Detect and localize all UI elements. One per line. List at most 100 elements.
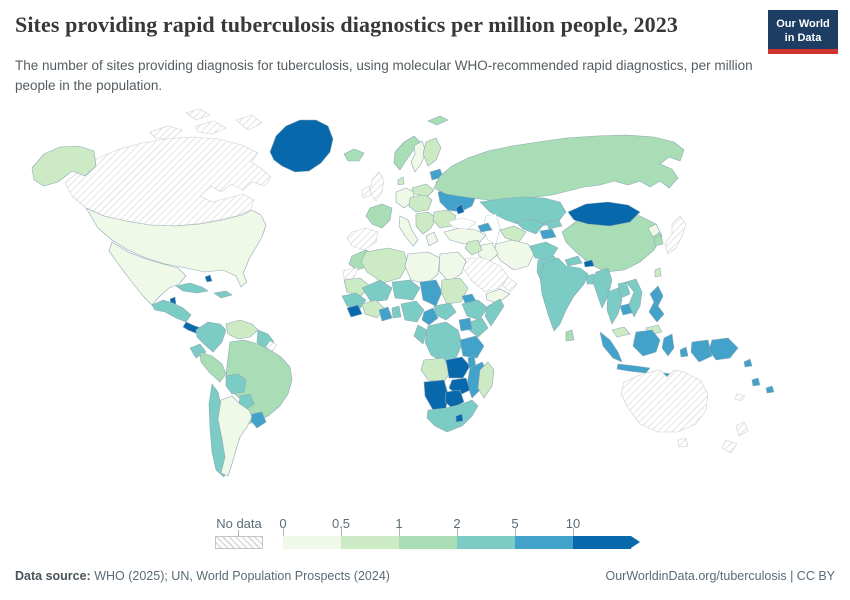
region-thailand[interactable] [606, 287, 623, 325]
region-new-zealand[interactable] [735, 421, 749, 437]
region-oman[interactable] [502, 276, 518, 293]
region-solomon-islands[interactable] [743, 358, 753, 368]
region-papua-new-guinea[interactable] [708, 337, 739, 361]
region-zambia[interactable] [445, 356, 471, 379]
region-tanzania[interactable] [459, 335, 485, 359]
region-australia[interactable] [620, 369, 709, 433]
region-drc[interactable] [424, 321, 463, 363]
region-fiji[interactable] [765, 385, 775, 394]
region-tajikistan[interactable] [539, 228, 557, 240]
region-ireland[interactable] [361, 185, 372, 199]
region-arctic-islands[interactable] [185, 108, 211, 121]
region-ethiopia[interactable] [461, 299, 489, 321]
legend-bin-0-0.5[interactable] [283, 536, 341, 549]
region-new-caledonia[interactable] [734, 393, 746, 402]
region-madagascar[interactable] [477, 361, 495, 399]
region-arctic-islands[interactable] [149, 125, 183, 140]
legend-color-bar[interactable] [283, 536, 631, 549]
region-somalia[interactable] [484, 298, 505, 327]
region-central-america[interactable] [151, 299, 192, 323]
region-indonesia[interactable] [679, 346, 689, 358]
region-philippines[interactable] [648, 285, 665, 323]
region-kyrgyzstan[interactable] [545, 218, 563, 230]
region-hispaniola[interactable] [213, 290, 233, 299]
region-norway[interactable] [393, 135, 421, 171]
region-denmark[interactable] [397, 176, 405, 186]
region-cameroon[interactable] [421, 307, 439, 326]
region-north-korea[interactable] [647, 223, 661, 238]
region-laos[interactable] [617, 281, 631, 299]
region-kazakhstan[interactable] [479, 196, 567, 227]
region-turkey[interactable] [443, 227, 487, 245]
region-turkmenistan[interactable] [499, 225, 527, 243]
region-bolivia[interactable] [225, 373, 247, 395]
region-indonesia[interactable] [599, 331, 623, 363]
region-tasmania[interactable] [677, 437, 689, 448]
region-indonesia[interactable] [632, 329, 661, 357]
region-india[interactable] [539, 257, 589, 332]
region-nigeria[interactable] [400, 300, 425, 323]
legend-bin-10+[interactable] [573, 536, 631, 549]
region-western-sahara[interactable] [342, 267, 359, 281]
region-spain-portugal[interactable] [346, 227, 379, 251]
region-poland[interactable] [411, 183, 435, 197]
region-bahamas[interactable] [204, 274, 213, 283]
region-arctic-islands[interactable] [195, 120, 227, 135]
region-uganda[interactable] [458, 317, 473, 332]
region-arctic-islands[interactable] [235, 114, 263, 131]
owid-logo[interactable]: Our World in Data [768, 10, 838, 54]
region-sweden[interactable] [410, 140, 427, 173]
region-sri-lanka[interactable] [565, 329, 575, 342]
region-egypt[interactable] [438, 251, 467, 283]
region-uruguay[interactable] [250, 411, 267, 429]
region-syria-levant[interactable] [464, 239, 483, 256]
region-france[interactable] [365, 203, 393, 229]
region-gabon-congo[interactable] [413, 324, 428, 345]
region-argentina[interactable] [217, 395, 253, 477]
region-bhutan[interactable] [583, 259, 595, 268]
region-venezuela[interactable] [225, 319, 259, 340]
region-namibia[interactable] [423, 379, 449, 411]
region-united-states[interactable] [85, 207, 267, 288]
region-colombia[interactable] [195, 321, 227, 353]
region-nepal[interactable] [564, 255, 583, 267]
region-ecuador[interactable] [189, 343, 207, 359]
region-italy[interactable] [398, 215, 419, 247]
region-caucasus[interactable] [477, 222, 493, 233]
region-indonesia[interactable] [661, 333, 675, 357]
region-iraq[interactable] [477, 242, 499, 263]
region-malaysia[interactable] [611, 326, 631, 338]
region-niger[interactable] [391, 279, 421, 301]
region-new-zealand[interactable] [721, 439, 738, 454]
region-ghana[interactable] [378, 306, 393, 322]
region-taiwan[interactable] [654, 267, 662, 278]
region-afghanistan[interactable] [529, 241, 559, 261]
region-mongolia[interactable] [567, 201, 641, 227]
legend-bin-2-5[interactable] [457, 536, 515, 549]
legend-bin-0.5-1[interactable] [341, 536, 399, 549]
legend-bin-1-2[interactable] [399, 536, 457, 549]
region-iceland[interactable] [343, 148, 365, 162]
region-angola[interactable] [420, 357, 451, 383]
region-mexico[interactable] [108, 241, 187, 306]
region-indonesia[interactable] [616, 363, 651, 374]
region-peru[interactable] [199, 351, 227, 383]
region-united-kingdom[interactable] [369, 171, 385, 202]
region-algeria[interactable] [360, 247, 409, 284]
region-finland[interactable] [422, 137, 442, 167]
region-greece[interactable] [425, 231, 439, 247]
region-yemen[interactable] [485, 288, 511, 304]
region-togo-benin[interactable] [391, 305, 402, 319]
region-myanmar[interactable] [592, 267, 613, 309]
region-greenland[interactable] [269, 119, 334, 173]
region-russia[interactable] [433, 134, 685, 203]
region-central-african-republic[interactable] [433, 302, 457, 321]
region-libya[interactable] [404, 251, 441, 285]
region-vanuatu[interactable] [751, 377, 761, 387]
region-lesotho[interactable] [455, 413, 464, 423]
region-indonesia[interactable] [690, 339, 713, 363]
region-uzbekistan[interactable] [515, 218, 545, 235]
region-svalbard[interactable] [427, 115, 449, 126]
region-moldova[interactable] [455, 203, 465, 215]
region-saudi-arabia[interactable] [462, 257, 509, 293]
